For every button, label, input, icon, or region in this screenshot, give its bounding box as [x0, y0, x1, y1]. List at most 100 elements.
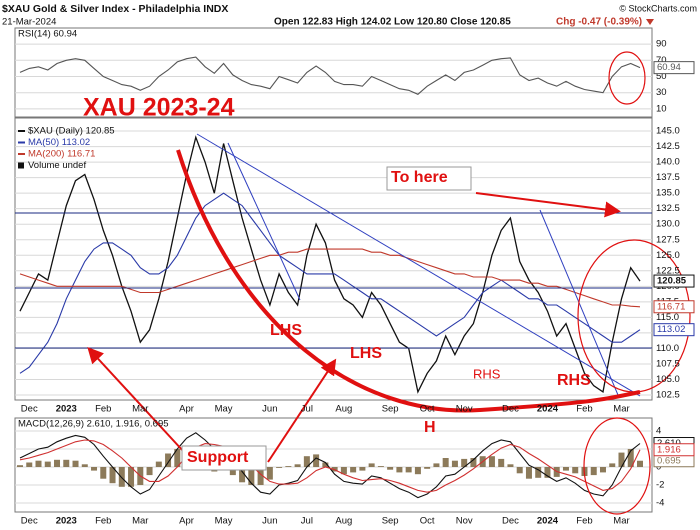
histogram-bar: [442, 458, 449, 467]
histogram-bar: [155, 461, 162, 467]
x-tick-label: Nov: [456, 404, 473, 415]
highlight-circle: [577, 239, 691, 393]
histogram-bar: [257, 467, 264, 485]
annotation: RHS: [473, 366, 501, 381]
value-tag: 120.85: [657, 276, 687, 287]
histogram-bar: [424, 467, 431, 469]
x-tick-label: Feb: [95, 516, 111, 527]
series-line: [19, 248, 641, 308]
histogram-bar: [396, 467, 403, 473]
histogram-bar: [340, 467, 347, 475]
histogram-bar: [433, 463, 440, 467]
ohlc: Open 122.83 High 124.02 Low 120.80 Close…: [274, 17, 511, 28]
panel-title: RSI(14) 60.94: [18, 29, 77, 40]
histogram-bar: [461, 458, 468, 467]
histogram-bar: [63, 459, 70, 467]
change: Chg -0.47 (-0.39%): [556, 17, 642, 28]
histogram-bar: [516, 467, 523, 474]
histogram-bar: [229, 467, 236, 476]
macd-frame: [14, 417, 653, 513]
y-tick-label: 50: [656, 71, 667, 82]
histogram-bar: [405, 467, 412, 473]
x-tick-label: Dec: [21, 516, 38, 527]
y-tick-label: 122.5: [656, 265, 680, 276]
trend-line: [227, 142, 301, 301]
symbol-title: $XAU Gold & Silver Index - Philadelphia …: [2, 3, 228, 15]
histogram-bar: [498, 458, 505, 467]
x-tick-label: Sep: [382, 404, 399, 415]
annotation: LHS: [270, 322, 302, 339]
x-tick-label: Mar: [613, 404, 629, 415]
histogram-bar: [414, 467, 421, 475]
down-arrow: [646, 19, 654, 25]
x-tick-label: May: [215, 516, 233, 527]
labels-layer: Dec Dec 2023 2023 Feb Feb Mar Mar Apr Apr May May Ju…: [18, 29, 695, 527]
histogram-bar: [44, 461, 51, 467]
histogram-bar: [544, 467, 551, 478]
annotation: RHS: [557, 372, 591, 389]
x-tick-label: May: [215, 404, 233, 415]
histogram-bar: [294, 464, 301, 467]
cup-arc: [176, 149, 641, 413]
histogram-bar: [599, 467, 606, 473]
y-tick-label: 140.0: [656, 157, 680, 168]
x-tick-label: Mar: [613, 516, 629, 527]
x-tick-label: 2024: [537, 404, 559, 415]
value-tag: 113.02: [657, 324, 685, 335]
chart-annotation-title: XAU 2023-24: [83, 94, 235, 122]
y-tick-label: 105.0: [656, 374, 680, 385]
x-tick-label: 2024: [537, 516, 559, 527]
histogram-bar: [276, 467, 283, 468]
histogram-bar: [128, 467, 135, 487]
x-tick-label: Dec: [502, 516, 519, 527]
label-box: [181, 445, 267, 471]
histogram-bar: [488, 456, 495, 467]
y-tick-label: 137.5: [656, 172, 680, 183]
value-tag: 1.916: [657, 444, 681, 455]
x-tick-label: 2023: [56, 404, 77, 415]
y-tick-label: 145.0: [656, 126, 680, 137]
histogram-bar: [109, 467, 116, 484]
histogram-bar: [470, 458, 477, 467]
y-tick-label: 4: [656, 426, 661, 437]
histogram-bar: [303, 456, 310, 467]
x-tick-label: Apr: [179, 516, 194, 527]
value-tag: 60.94: [657, 62, 681, 73]
y-tick-label: 70: [656, 55, 667, 66]
series-line: [19, 135, 641, 394]
histogram-bar: [285, 466, 292, 467]
histogram-bar: [174, 449, 181, 467]
histogram-bar: [26, 462, 33, 467]
histogram-bar: [350, 467, 357, 473]
annotation: LHS: [350, 345, 382, 362]
x-tick-label: Apr: [179, 404, 194, 415]
y-tick-label: 90: [656, 39, 667, 50]
histogram-bar: [590, 467, 597, 476]
histogram-bar: [322, 462, 329, 467]
legend-entry: $XAU (Daily) 120.85: [28, 126, 115, 137]
histogram-bar: [368, 463, 375, 467]
y-tick-label: 142.5: [656, 141, 680, 152]
x-tick-label: Nov: [456, 516, 473, 527]
histogram-bar: [627, 449, 634, 467]
histogram-bar: [91, 467, 98, 471]
histogram-bar: [609, 463, 616, 467]
y-tick-label: 125.0: [656, 250, 680, 261]
y-tick-label: 132.5: [656, 203, 680, 214]
histogram-bar: [387, 467, 394, 470]
histogram-bar: [248, 467, 255, 485]
x-tick-label: Jul: [301, 516, 313, 527]
panel-title: MACD(12,26,9) 2.610, 1.916, 0.695: [18, 419, 169, 430]
y-tick-label: 115.0: [656, 312, 679, 323]
histogram-bar: [618, 452, 625, 467]
y-tick-label: 107.5: [656, 358, 680, 369]
series-line: [19, 439, 641, 493]
value-tag: 0.695: [657, 455, 681, 466]
series-line: [19, 192, 641, 374]
histogram-bar: [507, 464, 514, 467]
arrow: [87, 347, 185, 453]
histogram-bar: [54, 459, 61, 467]
legend-entry: MA(200) 116.71: [28, 149, 95, 160]
